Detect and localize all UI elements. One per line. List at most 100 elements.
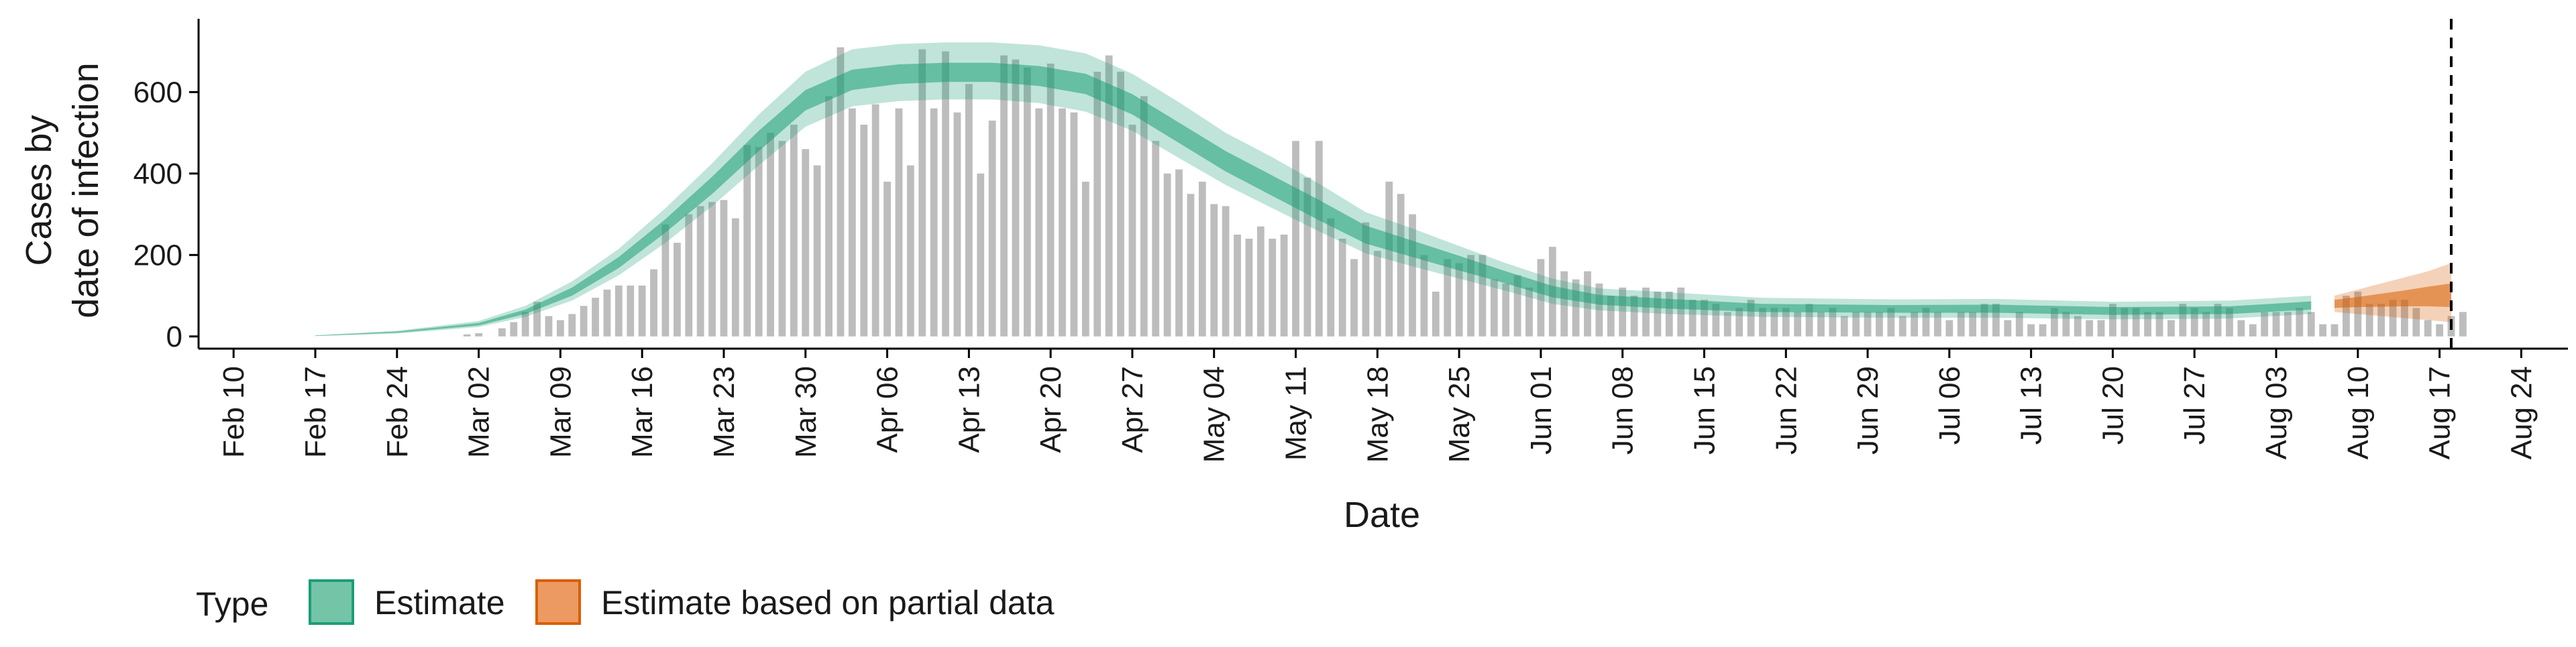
case-bar — [1922, 308, 1930, 337]
case-bar — [1420, 255, 1428, 337]
x-axis-ticks: Feb 10 Feb 17 Feb 24 Mar 02 Mar 09 Mar 16 Mar … — [217, 349, 2538, 463]
y-tick-label: 200 — [133, 239, 182, 272]
case-bar — [661, 224, 669, 337]
case-bar — [930, 108, 938, 337]
case-bar — [1479, 255, 1487, 337]
case-bar — [1688, 300, 1697, 337]
case-bar — [837, 47, 845, 337]
case-bar — [2144, 312, 2152, 337]
case-bar — [731, 218, 739, 337]
case-bar — [860, 124, 868, 337]
case-bar — [2272, 312, 2280, 337]
x-tick-label: Aug 10 — [2342, 366, 2375, 459]
case-bar — [1292, 141, 1299, 337]
case-bar — [1969, 312, 1977, 337]
case-bar — [1444, 259, 1452, 337]
case-bar — [580, 306, 588, 337]
legend-swatch-estimate — [309, 579, 354, 625]
case-bar — [2214, 304, 2222, 337]
case-bar — [2307, 312, 2315, 337]
case-bar — [895, 108, 903, 337]
case-bar — [1980, 304, 1988, 337]
case-bar — [813, 165, 821, 337]
case-bar — [848, 108, 856, 337]
case-bar — [1876, 312, 1883, 337]
case-bar — [1327, 218, 1335, 337]
case-bar — [1490, 279, 1498, 337]
y-tick-label: 400 — [133, 158, 182, 190]
case-bar — [1864, 312, 1872, 337]
x-tick-label: Feb 24 — [381, 366, 414, 458]
x-tick-label: May 04 — [1198, 366, 1231, 463]
case-bar — [755, 147, 763, 337]
case-bar — [2121, 308, 2129, 337]
x-tick-label: Mar 09 — [544, 366, 577, 458]
case-bar — [778, 141, 786, 337]
case-bar — [1175, 169, 1183, 337]
case-bar — [1023, 67, 1031, 337]
case-bar — [1303, 177, 1311, 337]
x-tick-label: Apr 27 — [1116, 366, 1149, 453]
case-bar — [2039, 324, 2047, 337]
bars-layer — [463, 47, 2467, 337]
case-bar — [1350, 259, 1358, 337]
case-bar — [965, 84, 973, 337]
x-tick-label: May 18 — [1361, 366, 1394, 463]
case-bar — [1385, 181, 1393, 337]
case-bar — [2074, 316, 2082, 337]
case-bar — [650, 269, 657, 337]
x-tick-label: May 11 — [1280, 366, 1313, 461]
case-bar — [942, 51, 949, 337]
case-bar — [498, 328, 506, 337]
x-tick-label: Jul 27 — [2178, 366, 2211, 445]
case-bar — [2319, 324, 2327, 337]
case-bar — [1712, 304, 1720, 337]
x-tick-label: Aug 17 — [2424, 366, 2457, 459]
case-bar — [825, 96, 833, 337]
case-bar — [2412, 308, 2420, 337]
case-bar — [2354, 291, 2362, 337]
case-bar — [2459, 312, 2467, 337]
case-bar — [1059, 108, 1066, 337]
case-bar — [1338, 239, 1346, 337]
case-bar — [1572, 279, 1580, 337]
case-bar — [1770, 308, 1778, 337]
case-bar — [1140, 96, 1148, 337]
x-tick-label: Apr 13 — [953, 366, 985, 453]
case-bar — [977, 173, 985, 337]
y-axis-title-line2: date of infection — [66, 62, 106, 318]
case-bar — [1852, 312, 1860, 337]
case-bar — [767, 133, 774, 337]
case-bar — [790, 124, 798, 337]
case-bar — [1081, 181, 1089, 337]
case-bar — [696, 206, 704, 337]
case-bar — [2284, 312, 2292, 337]
case-bar — [1280, 234, 1288, 337]
ribbons-layer — [315, 42, 2452, 337]
case-bar — [1677, 287, 1685, 337]
case-bar — [2436, 324, 2444, 337]
case-bar — [1794, 312, 1802, 337]
x-tick-label: Feb 17 — [299, 366, 332, 458]
case-bar — [1035, 108, 1043, 337]
case-bar — [1560, 271, 1568, 337]
case-bar — [1397, 194, 1405, 337]
case-bar — [2004, 320, 2012, 337]
case-bar — [1723, 312, 1731, 337]
case-bar — [1210, 204, 1218, 337]
case-bar — [2377, 304, 2385, 337]
case-bar — [1642, 287, 1650, 337]
case-bar — [685, 214, 693, 337]
case-bar — [638, 285, 646, 337]
case-bar — [556, 320, 564, 337]
case-bar — [1513, 275, 1521, 337]
x-tick-label: Jun 15 — [1688, 366, 1721, 455]
case-bar — [2389, 300, 2397, 337]
case-bar — [568, 314, 576, 337]
case-bar — [1782, 308, 1790, 337]
case-bar — [592, 298, 599, 337]
case-bar — [1105, 55, 1113, 337]
case-bar — [1128, 124, 1136, 337]
legend-title: Type — [196, 585, 268, 623]
